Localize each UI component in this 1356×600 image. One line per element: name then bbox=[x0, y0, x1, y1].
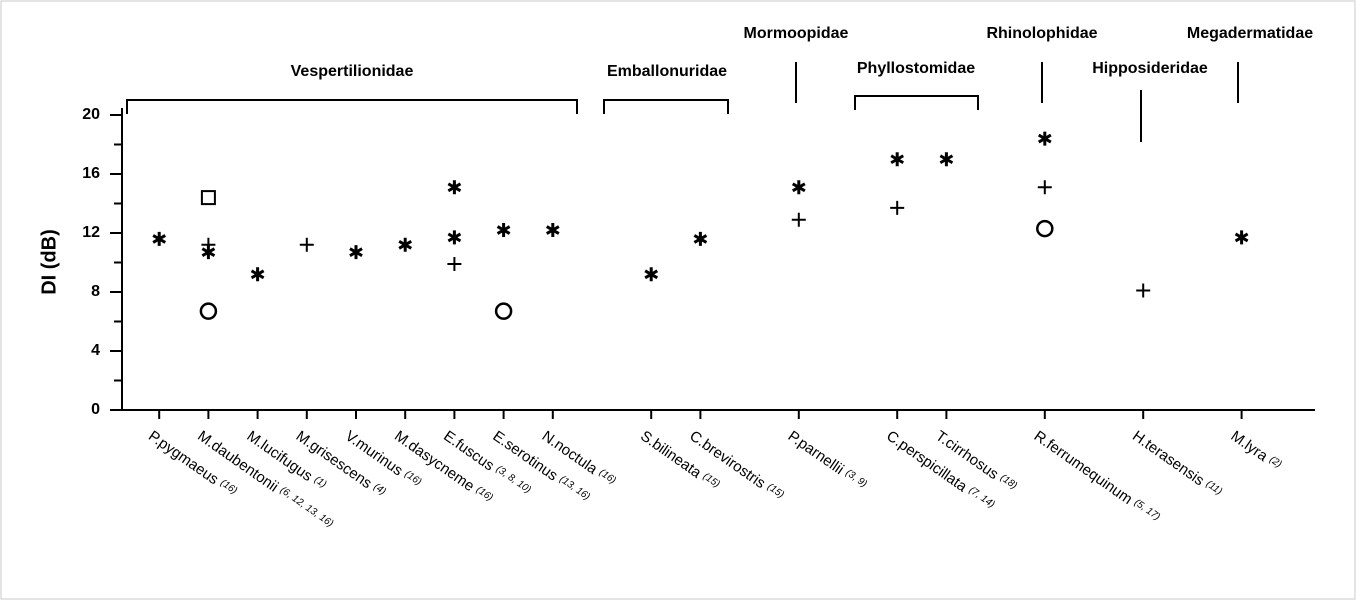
data-point bbox=[494, 302, 513, 320]
data-point bbox=[693, 231, 708, 246]
data-point bbox=[1037, 180, 1052, 195]
x-tick-label: P.parnellii (3, 9) bbox=[785, 428, 870, 494]
y-tick-label: 4 bbox=[91, 342, 100, 359]
data-point bbox=[1037, 131, 1052, 146]
category-name: P.parnellii bbox=[785, 428, 847, 479]
circle bbox=[199, 302, 218, 320]
data-point bbox=[939, 152, 954, 167]
asterisk bbox=[496, 223, 511, 238]
asterisk bbox=[791, 180, 806, 195]
reference: (16) bbox=[597, 467, 618, 486]
data-point bbox=[152, 231, 167, 246]
family-bracket bbox=[854, 95, 979, 110]
y-tick-label: 0 bbox=[91, 401, 100, 418]
asterisk bbox=[890, 152, 905, 167]
data-point bbox=[791, 212, 806, 227]
data-point bbox=[398, 237, 413, 252]
y-tick-label: 16 bbox=[82, 165, 100, 182]
data-point bbox=[200, 190, 216, 206]
circle bbox=[1036, 219, 1054, 238]
asterisk bbox=[1037, 131, 1052, 146]
plus bbox=[201, 237, 216, 252]
data-point bbox=[1036, 219, 1054, 238]
family-label: Phyllostomidae bbox=[857, 60, 975, 77]
reference: (16) bbox=[402, 469, 423, 488]
family-label: Vespertilionidae bbox=[291, 63, 414, 80]
data-point bbox=[496, 223, 511, 238]
reference: (11) bbox=[1204, 479, 1224, 498]
reference: (18) bbox=[998, 473, 1019, 492]
asterisk bbox=[152, 231, 167, 246]
reference: (16) bbox=[218, 478, 239, 497]
y-tick-label: 8 bbox=[91, 283, 100, 300]
reference: (7, 14) bbox=[966, 485, 996, 511]
data-point bbox=[201, 237, 216, 252]
data-point bbox=[299, 237, 314, 252]
data-point bbox=[1136, 283, 1151, 298]
data-point bbox=[890, 152, 905, 167]
reference: (2) bbox=[1267, 455, 1283, 471]
asterisk bbox=[349, 245, 363, 260]
data-point bbox=[250, 267, 265, 282]
asterisk bbox=[250, 267, 265, 282]
asterisk bbox=[398, 237, 413, 252]
square bbox=[200, 190, 216, 206]
asterisk bbox=[939, 152, 954, 167]
data-point bbox=[447, 180, 462, 195]
family-label: Mormoopidae bbox=[744, 25, 849, 42]
category-name: R.ferrumequinum bbox=[1031, 428, 1136, 508]
asterisk bbox=[644, 267, 659, 282]
plus bbox=[1037, 180, 1052, 195]
reference: (3, 9) bbox=[843, 468, 868, 490]
asterisk bbox=[447, 230, 462, 245]
asterisk bbox=[1234, 230, 1249, 245]
y-tick-label: 12 bbox=[82, 224, 100, 241]
x-tick-label: P.pygmaeus (16) bbox=[145, 428, 239, 501]
plus bbox=[890, 200, 905, 215]
asterisk bbox=[447, 180, 462, 195]
data-point bbox=[1234, 230, 1249, 245]
y-tick-label: 20 bbox=[82, 106, 100, 123]
family-label: Megadermatidae bbox=[1187, 25, 1313, 42]
x-tick-label: M.lyra (2) bbox=[1227, 428, 1284, 475]
plus bbox=[791, 212, 806, 227]
circle bbox=[494, 302, 513, 320]
x-tick-label: T.cirrhosus (18) bbox=[932, 428, 1019, 496]
family-label: Rhinolophidae bbox=[986, 25, 1097, 42]
data-point bbox=[545, 223, 560, 238]
data-point bbox=[199, 302, 218, 320]
data-point bbox=[644, 267, 659, 282]
plus bbox=[447, 256, 462, 271]
reference: (1) bbox=[312, 475, 328, 491]
category-name: M.lyra bbox=[1227, 428, 1271, 466]
plus bbox=[1136, 283, 1151, 298]
data-point bbox=[349, 245, 363, 260]
reference: (13, 16) bbox=[557, 474, 592, 503]
asterisk bbox=[693, 231, 708, 246]
data-point bbox=[447, 230, 462, 245]
y-axis-label: DI (dB) bbox=[38, 229, 60, 295]
reference: (4) bbox=[371, 482, 387, 498]
family-label: Emballonuridae bbox=[607, 63, 727, 80]
category-name: H.terasensis bbox=[1129, 428, 1207, 490]
reference: (3, 8, 10) bbox=[494, 464, 533, 496]
reference: (6, 12, 13, 16) bbox=[278, 485, 335, 530]
family-bracket bbox=[603, 99, 729, 114]
plus bbox=[299, 237, 314, 252]
reference: (15) bbox=[765, 482, 786, 501]
x-tick-label: H.terasensis (11) bbox=[1129, 428, 1224, 502]
family-bracket bbox=[126, 99, 578, 114]
data-point bbox=[890, 200, 905, 215]
family-label: Hipposideridae bbox=[1092, 60, 1208, 77]
asterisk bbox=[545, 223, 560, 238]
reference: (15) bbox=[701, 471, 722, 490]
data-point bbox=[791, 180, 806, 195]
data-point bbox=[447, 256, 462, 271]
reference: (16) bbox=[474, 485, 495, 504]
reference: (5, 17) bbox=[1132, 498, 1162, 524]
